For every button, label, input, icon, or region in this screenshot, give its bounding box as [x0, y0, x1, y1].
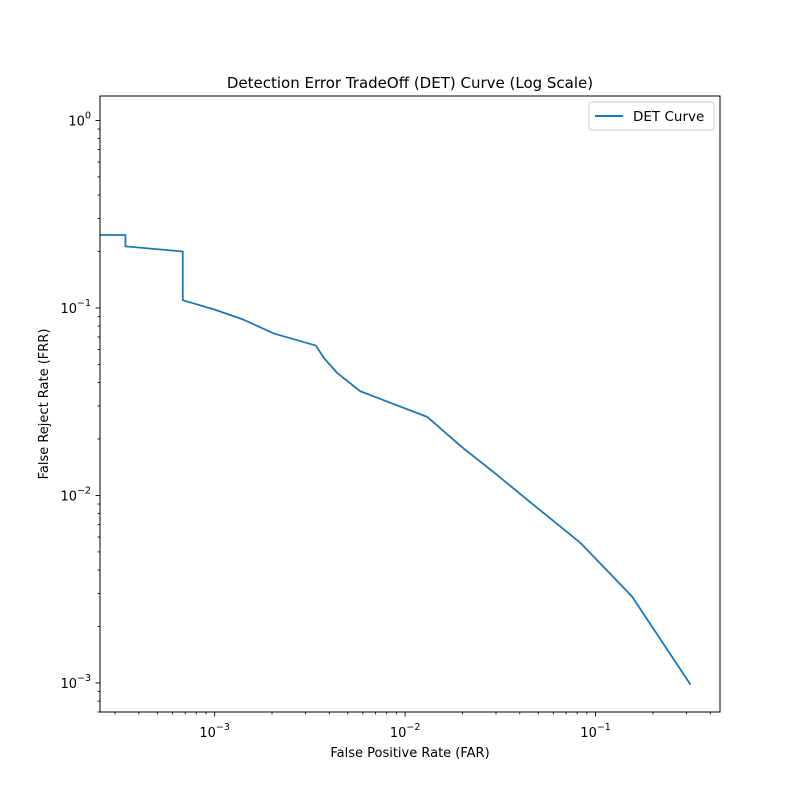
- legend: DET Curve: [588, 101, 715, 131]
- y-axis-label: False Reject Rate (FRR): [37, 329, 52, 480]
- chart-title: Detection Error TradeOff (DET) Curve (Lo…: [227, 74, 593, 92]
- plot-area: [100, 96, 720, 712]
- legend-box: [588, 101, 715, 131]
- plot-frame: [99, 95, 721, 713]
- det-curve-line: [100, 234, 692, 686]
- series-layer: [100, 234, 692, 686]
- x-axis-label: False Positive Rate (FAR): [330, 746, 489, 761]
- legend-label-det-curve: DET Curve: [633, 109, 704, 125]
